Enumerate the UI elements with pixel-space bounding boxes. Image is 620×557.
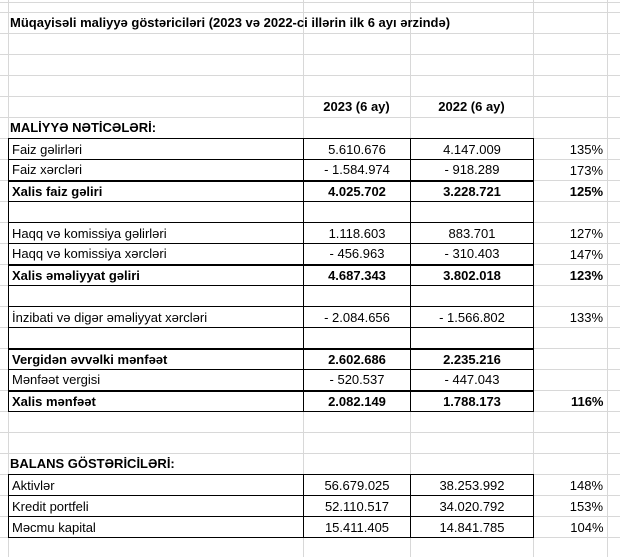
table-row: Məcmu kapital 15.411.405 14.841.785 104% xyxy=(8,516,608,538)
sheet-title[interactable]: Müqayisəli maliyyə göstəriciləri (2023 v… xyxy=(10,15,451,30)
cell-percent-change[interactable]: 147% xyxy=(569,246,603,262)
cell-label[interactable]: Faiz gəlirləri xyxy=(8,138,304,160)
cell-percent-change[interactable]: 135% xyxy=(569,141,603,157)
cell-label[interactable] xyxy=(8,285,304,307)
cell-value-2023[interactable]: 4.687.343 xyxy=(303,263,411,286)
column-header-2022[interactable]: 2022 (6 ay) xyxy=(438,99,505,114)
gridline-horizontal xyxy=(0,2,620,3)
cell-value-2023[interactable] xyxy=(303,201,411,223)
cell-label[interactable]: Məcmu kapital xyxy=(8,516,304,538)
cell-percent-change[interactable]: 125% xyxy=(569,183,603,199)
cell-value-2022[interactable]: - 447.043 xyxy=(410,369,534,391)
cell-value-2023[interactable]: - 1.584.974 xyxy=(303,159,411,181)
cell-percent-change[interactable] xyxy=(534,370,608,391)
cell-label[interactable] xyxy=(8,201,304,223)
cell-label[interactable]: Xalis əməliyyat gəliri xyxy=(8,263,304,286)
cell-label[interactable] xyxy=(8,327,304,349)
cell-percent-change[interactable]: 153% xyxy=(569,498,603,514)
cell-label[interactable]: Vergidən əvvəlki mənfəət xyxy=(8,347,304,370)
table-row: Aktivlər 56.679.025 38.253.992 148% xyxy=(8,474,608,496)
cell-percent-change[interactable] xyxy=(534,202,608,223)
cell-percent-change[interactable] xyxy=(534,286,608,307)
cell-percent-change[interactable]: 104% xyxy=(570,519,604,535)
table-row: Kredit portfeli 52.110.517 34.020.792 153% xyxy=(8,495,608,517)
balance-indicators-table: Aktivlər 56.679.025 38.253.992 148% Kredit p… xyxy=(8,474,608,538)
cell-label[interactable]: Kredit portfeli xyxy=(8,495,304,517)
cell-label[interactable]: Haqq və komissiya gəlirləri xyxy=(8,222,304,244)
cell-percent-change[interactable]: 127% xyxy=(569,225,603,241)
cell-value-2023[interactable]: - 456.963 xyxy=(303,243,411,265)
cell-value-2022[interactable] xyxy=(410,285,534,307)
cell-percent-change[interactable]: 173% xyxy=(569,162,603,178)
cell-value-2022[interactable]: 14.841.785 xyxy=(410,516,534,538)
cell-percent-change[interactable]: 148% xyxy=(569,477,603,493)
cell-percent-change[interactable]: 123% xyxy=(569,267,603,283)
table-row: Xalis mənfəət 2.082.149 1.788.173 116% xyxy=(8,389,608,412)
table-row-empty xyxy=(8,285,608,307)
cell-label[interactable]: Xalis mənfəət xyxy=(8,389,304,412)
table-row: Faiz gəlirləri 5.610.676 4.147.009 135% xyxy=(8,138,608,160)
cell-value-2022[interactable]: 3.802.018 xyxy=(410,263,534,286)
cell-value-2022[interactable] xyxy=(410,327,534,349)
cell-value-2023[interactable]: 52.110.517 xyxy=(303,495,411,517)
cell-value-2023[interactable]: 4.025.702 xyxy=(303,179,411,202)
table-row-empty xyxy=(8,327,608,349)
cell-percent-change[interactable] xyxy=(534,349,608,370)
cell-value-2022[interactable]: 38.253.992 xyxy=(410,474,534,496)
table-row: Mənfəət vergisi - 520.537- 447.043 xyxy=(8,369,608,391)
cell-value-2023[interactable]: 15.411.405 xyxy=(303,516,411,538)
table-row: Faiz xərcləri - 1.584.974- 918.289 173% xyxy=(8,159,608,181)
table-row: Vergidən əvvəlki mənfəət 2.602.686 2.235.2… xyxy=(8,347,608,370)
cell-label[interactable]: Xalis faiz gəliri xyxy=(8,179,304,202)
cell-value-2022[interactable]: 34.020.792 xyxy=(410,495,534,517)
cell-value-2023[interactable]: 1.118.603 xyxy=(303,222,411,244)
section-header-balance[interactable]: BALANS GÖSTƏRİCİLƏRİ: xyxy=(10,456,175,471)
cell-value-2023[interactable]: - 520.537 xyxy=(303,369,411,391)
cell-value-2023[interactable]: 2.082.149 xyxy=(303,389,411,412)
table-row: Xalis faiz gəliri 4.025.702 3.228.721 125% xyxy=(8,179,608,202)
cell-value-2022[interactable]: 883.701 xyxy=(410,222,534,244)
cell-label[interactable]: Faiz xərcləri xyxy=(8,159,304,181)
cell-value-2022[interactable]: - 1.566.802 xyxy=(410,306,534,328)
cell-value-2022[interactable]: - 310.403 xyxy=(410,243,534,265)
cell-value-2023[interactable]: 56.679.025 xyxy=(303,474,411,496)
section-header-finance[interactable]: MALİYYƏ NƏTİCƏLƏRİ: xyxy=(10,120,157,135)
table-row: İnzibati və digər əməliyyat xərcləri - 2.… xyxy=(8,306,608,328)
table-row: Xalis əməliyyat gəliri 4.687.343 3.802.018… xyxy=(8,263,608,286)
cell-label[interactable]: Mənfəət vergisi xyxy=(8,369,304,391)
cell-percent-change[interactable] xyxy=(534,328,608,349)
gridline-vertical xyxy=(533,0,534,557)
cell-percent-change[interactable]: 133% xyxy=(569,309,603,325)
cell-value-2023[interactable]: 5.610.676 xyxy=(303,138,411,160)
table-row: Haqq və komissiya xərcləri - 456.963- 310… xyxy=(8,243,608,265)
cell-value-2023[interactable] xyxy=(303,327,411,349)
cell-label[interactable]: Haqq və komissiya xərcləri xyxy=(8,243,304,265)
cell-value-2023[interactable]: 2.602.686 xyxy=(303,347,411,370)
finance-results-table: Faiz gəlirləri 5.610.676 4.147.009 135% Faiz… xyxy=(8,138,608,412)
cell-value-2022[interactable] xyxy=(410,201,534,223)
cell-value-2023[interactable]: - 2.084.656 xyxy=(303,306,411,328)
cell-value-2022[interactable]: 1.788.173 xyxy=(410,389,534,412)
column-header-2023[interactable]: 2023 (6 ay) xyxy=(323,99,390,114)
cell-value-2022[interactable]: 2.235.216 xyxy=(410,347,534,370)
cell-value-2022[interactable]: - 918.289 xyxy=(410,159,534,181)
cell-label[interactable]: Aktivlər xyxy=(8,474,304,496)
cell-percent-change[interactable]: 116% xyxy=(570,393,604,409)
cell-value-2022[interactable]: 3.228.721 xyxy=(410,179,534,202)
cell-label[interactable]: İnzibati və digər əməliyyat xərcləri xyxy=(8,306,304,328)
gridline-vertical xyxy=(607,0,608,557)
table-row: Haqq və komissiya gəlirləri 1.118.603 883.… xyxy=(8,222,608,244)
cell-value-2022[interactable]: 4.147.009 xyxy=(410,138,534,160)
cell-value-2023[interactable] xyxy=(303,285,411,307)
table-row-empty xyxy=(8,201,608,223)
